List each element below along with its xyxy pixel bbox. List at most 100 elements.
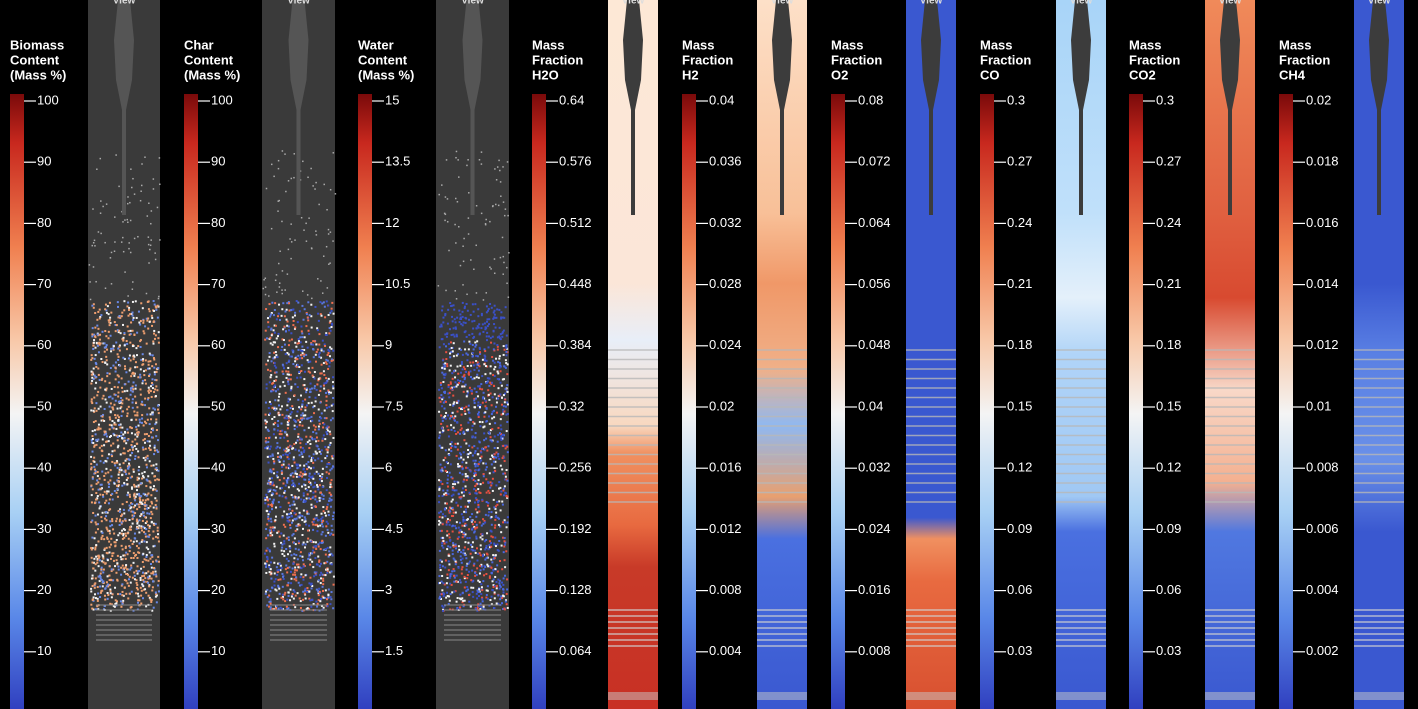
particle	[105, 355, 108, 358]
particle	[277, 562, 280, 565]
particle	[108, 565, 111, 568]
particle	[90, 484, 93, 487]
colorbar-tick-label: 20	[211, 582, 225, 597]
particle	[281, 220, 283, 223]
particle	[127, 330, 130, 333]
particle	[292, 485, 295, 488]
particle	[455, 454, 458, 457]
particle	[452, 542, 455, 545]
particle	[316, 445, 319, 448]
particle	[463, 575, 466, 578]
particle	[274, 302, 277, 305]
particle	[326, 570, 329, 573]
particle	[131, 406, 134, 409]
particle	[309, 558, 312, 561]
particle	[275, 566, 278, 569]
particle	[136, 414, 139, 417]
particle	[128, 504, 131, 507]
particle	[325, 489, 328, 492]
particle	[139, 323, 142, 326]
particle	[492, 455, 495, 458]
particle	[127, 357, 130, 360]
particle	[498, 587, 501, 590]
particle	[492, 359, 495, 362]
particle	[455, 580, 458, 583]
particle	[490, 463, 493, 466]
particle	[286, 373, 289, 376]
particle	[109, 609, 112, 612]
particle	[276, 315, 279, 318]
particle	[493, 368, 496, 371]
particle	[145, 463, 148, 466]
particle	[440, 387, 443, 390]
particle	[477, 411, 480, 414]
particle	[504, 398, 507, 401]
particle	[129, 341, 132, 344]
particle	[292, 475, 295, 478]
particle	[136, 331, 139, 334]
particle	[446, 534, 449, 537]
particle	[445, 507, 448, 510]
particle	[116, 305, 119, 308]
particle	[458, 471, 461, 474]
particle	[95, 363, 98, 366]
particle	[284, 484, 287, 487]
particle	[264, 277, 267, 280]
particle	[139, 576, 142, 579]
particle	[306, 468, 309, 471]
particle	[119, 407, 122, 410]
particle	[310, 401, 313, 404]
particle	[120, 434, 123, 437]
particle	[311, 552, 314, 555]
particle	[489, 486, 492, 489]
particle	[460, 568, 463, 571]
particle	[462, 430, 465, 433]
particle	[489, 429, 492, 432]
particle	[302, 576, 305, 579]
particle	[106, 511, 109, 514]
particle	[110, 453, 113, 456]
particle	[488, 576, 491, 579]
base	[1354, 692, 1404, 700]
particle	[291, 316, 294, 319]
particle	[143, 370, 146, 373]
particle	[476, 447, 479, 450]
particle	[301, 412, 304, 415]
particle	[468, 340, 471, 343]
particle	[490, 515, 493, 518]
particle	[503, 456, 506, 459]
particle	[462, 451, 465, 454]
particle	[496, 500, 499, 503]
particle	[105, 401, 108, 404]
particle	[277, 210, 279, 212]
particle	[489, 599, 492, 602]
particle	[157, 367, 160, 370]
particle	[311, 419, 314, 422]
particle	[474, 607, 477, 610]
particle	[481, 447, 484, 450]
particle	[99, 505, 102, 508]
particle	[324, 445, 327, 448]
particle	[266, 604, 269, 607]
particle	[304, 398, 307, 401]
particle	[328, 355, 331, 358]
particle	[438, 479, 441, 482]
particle	[482, 473, 485, 476]
particle	[139, 499, 142, 502]
particle	[326, 506, 329, 509]
particle	[278, 568, 281, 571]
particle	[281, 585, 284, 588]
particle	[474, 432, 477, 435]
particle	[121, 520, 124, 523]
particle	[297, 354, 300, 357]
particle	[477, 500, 480, 503]
particle	[481, 554, 484, 557]
particle	[500, 438, 503, 441]
particle	[505, 346, 508, 349]
particle	[91, 584, 94, 587]
particle	[270, 227, 273, 230]
particle	[317, 447, 320, 450]
particle	[152, 506, 155, 509]
particle	[499, 169, 501, 172]
particle	[128, 575, 131, 578]
